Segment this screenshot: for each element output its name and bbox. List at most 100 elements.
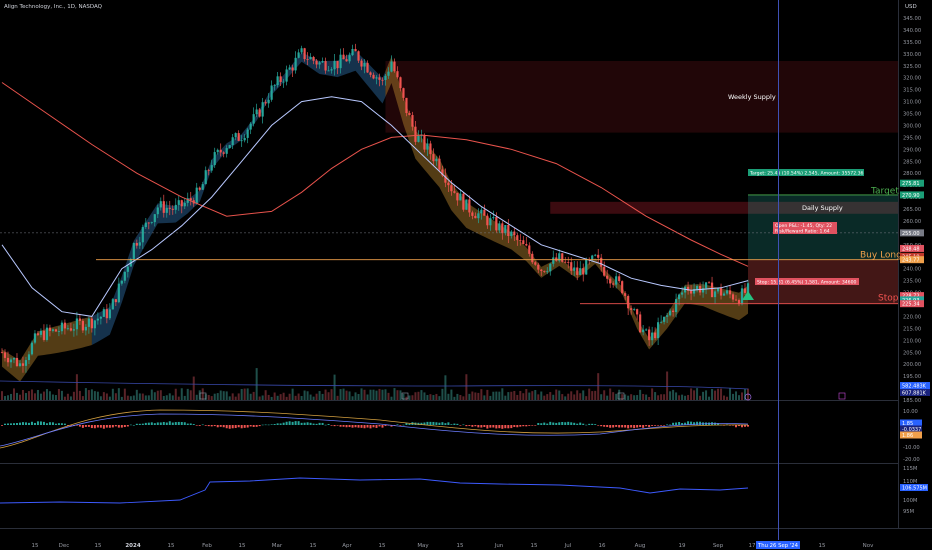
candle-body	[123, 271, 126, 281]
price-tick: 310.00	[903, 100, 921, 106]
candle-body	[264, 102, 267, 104]
macd-bar	[141, 423, 144, 425]
volume-bar	[234, 396, 237, 400]
candle-body	[570, 262, 573, 271]
lower-tick: 110M	[903, 479, 917, 485]
macd-bar	[333, 425, 336, 427]
candle-body	[636, 309, 639, 315]
volume-bar	[573, 394, 576, 400]
volume-bar	[330, 389, 333, 400]
candle-body	[81, 320, 84, 331]
candle-body	[618, 276, 621, 282]
candle-body	[177, 200, 180, 205]
volume-bar	[189, 390, 192, 400]
candle-body	[33, 333, 37, 343]
price-tick: 295.00	[903, 135, 921, 141]
candle-body	[468, 199, 471, 213]
macd-bar	[183, 422, 186, 425]
macd-bar	[180, 422, 183, 425]
volume-bar	[69, 396, 72, 400]
candle-body	[372, 74, 375, 79]
candle-body	[725, 290, 729, 294]
candle-body	[102, 309, 105, 317]
macd-bar	[375, 425, 378, 428]
candle-body	[351, 48, 354, 56]
candle-body	[624, 293, 627, 296]
price-tick: 195.00	[903, 374, 921, 380]
volume-bar	[465, 374, 468, 400]
candle-body	[704, 282, 708, 289]
date-tick: Aug	[635, 543, 646, 549]
candle-body	[237, 133, 240, 141]
candle-body	[15, 357, 19, 366]
date-highlight-box	[756, 541, 800, 549]
macd-bar	[42, 421, 45, 425]
volume-bar	[312, 396, 315, 400]
macd-bar	[522, 425, 525, 427]
macd-bar	[381, 425, 384, 428]
macd-bar	[12, 423, 15, 425]
volume-bar	[72, 391, 75, 400]
volume-bar	[690, 388, 693, 400]
price-tick: 320.00	[903, 76, 921, 82]
volume-bar	[711, 389, 714, 400]
candle-body	[474, 215, 477, 219]
macd-bar	[435, 422, 438, 425]
candle-body	[429, 143, 432, 155]
candle-body	[105, 309, 108, 319]
macd-bar	[90, 425, 93, 429]
volume-bar	[306, 391, 309, 400]
macd-bar	[540, 423, 543, 425]
macd-bar	[204, 425, 207, 426]
volume-bar	[21, 389, 24, 400]
candle-body	[99, 316, 102, 319]
price-tag-box	[900, 256, 924, 264]
macd-bar	[135, 423, 138, 425]
volume-bar	[660, 394, 663, 400]
macd-bar	[285, 421, 288, 425]
candle-body	[438, 158, 441, 170]
macd-bar	[588, 423, 591, 425]
volume-bar	[9, 393, 12, 400]
price-tag: 248.48	[902, 246, 920, 252]
candle-body	[716, 288, 720, 292]
stop-info-text: Stop: 15.81 (6.45%) 1,581, Amount: 34600	[757, 280, 857, 286]
candle-body	[84, 326, 87, 331]
volume-bar	[567, 393, 570, 400]
candle-body	[63, 322, 67, 329]
volume-bar	[318, 391, 321, 400]
open-pl-text: Open P&L: -1.45, Qty: 22	[775, 223, 832, 229]
candle-body	[504, 224, 507, 234]
volume-bar	[201, 388, 204, 400]
candle-body	[555, 257, 558, 261]
candle-body	[710, 282, 714, 298]
candle-body	[195, 187, 198, 204]
volume-bar	[495, 391, 498, 400]
candle-body	[411, 115, 414, 127]
macd-bar	[273, 424, 276, 425]
macd-tick: 10.00	[903, 409, 918, 415]
volume-bar	[435, 393, 438, 400]
macd-bar	[498, 425, 501, 429]
volume-tag-box	[900, 389, 930, 396]
volume-bar	[420, 390, 423, 400]
volume-bar	[123, 388, 126, 400]
candle-body	[630, 308, 633, 310]
candle-body	[285, 69, 288, 82]
price-tag: 243.77	[902, 258, 920, 264]
volume-bar	[78, 390, 81, 400]
candle-body	[381, 79, 384, 81]
macd-bar	[174, 422, 177, 425]
candle-body	[609, 278, 612, 284]
volume-bar	[480, 389, 483, 400]
macd-bar	[429, 421, 432, 425]
price-tick: 345.00	[903, 16, 921, 22]
volume-bar	[276, 395, 279, 400]
volume-bar	[285, 396, 288, 400]
macd-bar	[303, 422, 306, 425]
candle-body	[21, 363, 25, 366]
volume-bar	[663, 394, 666, 400]
volume-bar	[615, 393, 618, 400]
candle-body	[417, 135, 420, 142]
